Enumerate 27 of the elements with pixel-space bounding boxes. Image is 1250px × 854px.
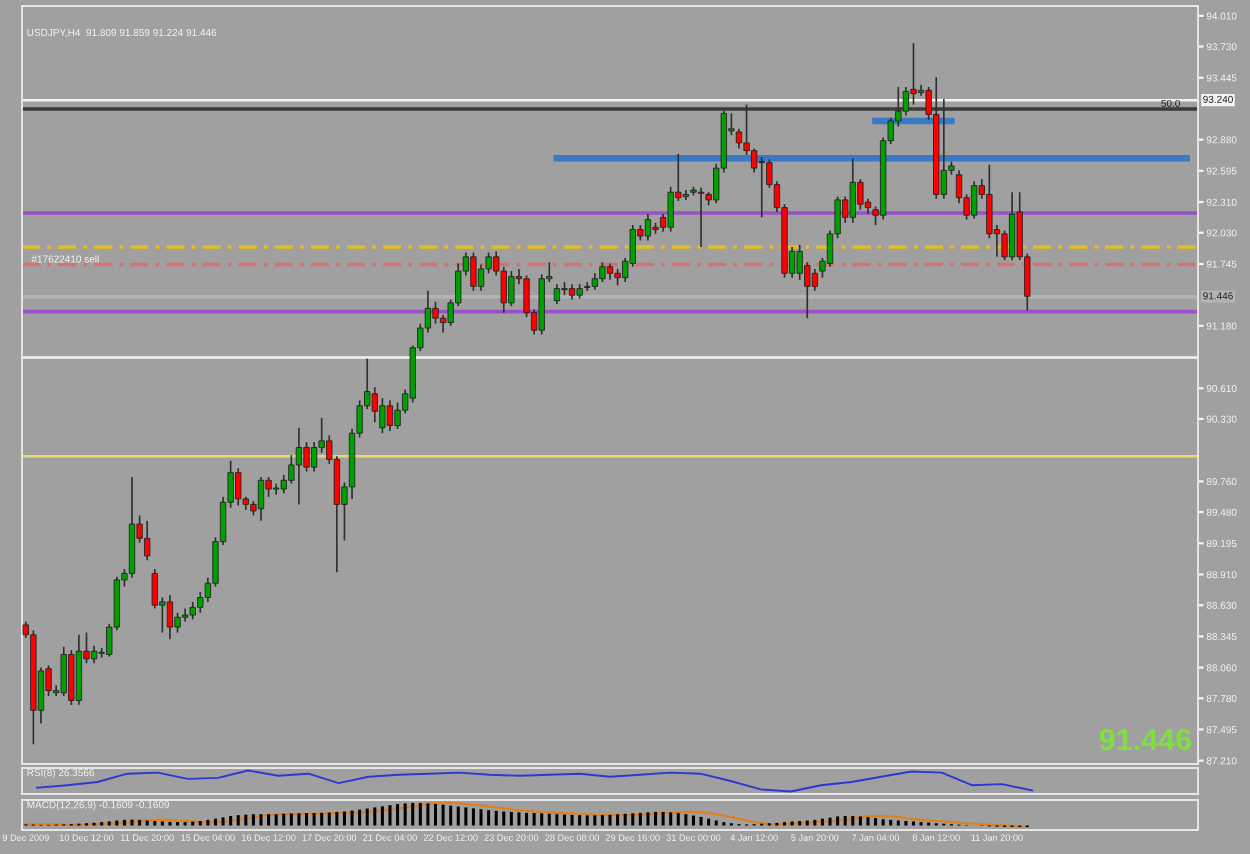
candlestick bbox=[599, 261, 606, 283]
candlestick bbox=[432, 300, 439, 325]
candlestick bbox=[295, 426, 303, 506]
candlestick bbox=[470, 251, 477, 292]
candlestick bbox=[60, 645, 67, 697]
candlestick bbox=[508, 270, 515, 307]
candlestick bbox=[971, 180, 978, 220]
candlestick bbox=[758, 156, 765, 219]
candlestick bbox=[181, 607, 189, 623]
candlestick bbox=[553, 283, 561, 305]
candlestick bbox=[849, 157, 856, 224]
candlestick bbox=[1008, 191, 1016, 261]
candlestick bbox=[257, 476, 265, 522]
annotation: 91.446 bbox=[1099, 728, 1192, 751]
candlestick bbox=[644, 213, 652, 242]
candlestick bbox=[735, 127, 743, 150]
candlestick bbox=[697, 186, 705, 248]
candlestick bbox=[857, 178, 864, 211]
candlestick bbox=[144, 519, 151, 562]
candlestick bbox=[166, 594, 174, 640]
candlestick bbox=[151, 568, 158, 610]
candlestick bbox=[310, 441, 318, 473]
candlestick bbox=[235, 467, 242, 507]
candlestick bbox=[811, 268, 818, 292]
candlestick bbox=[386, 399, 394, 432]
candlestick bbox=[68, 649, 75, 706]
candlestick bbox=[477, 263, 485, 292]
